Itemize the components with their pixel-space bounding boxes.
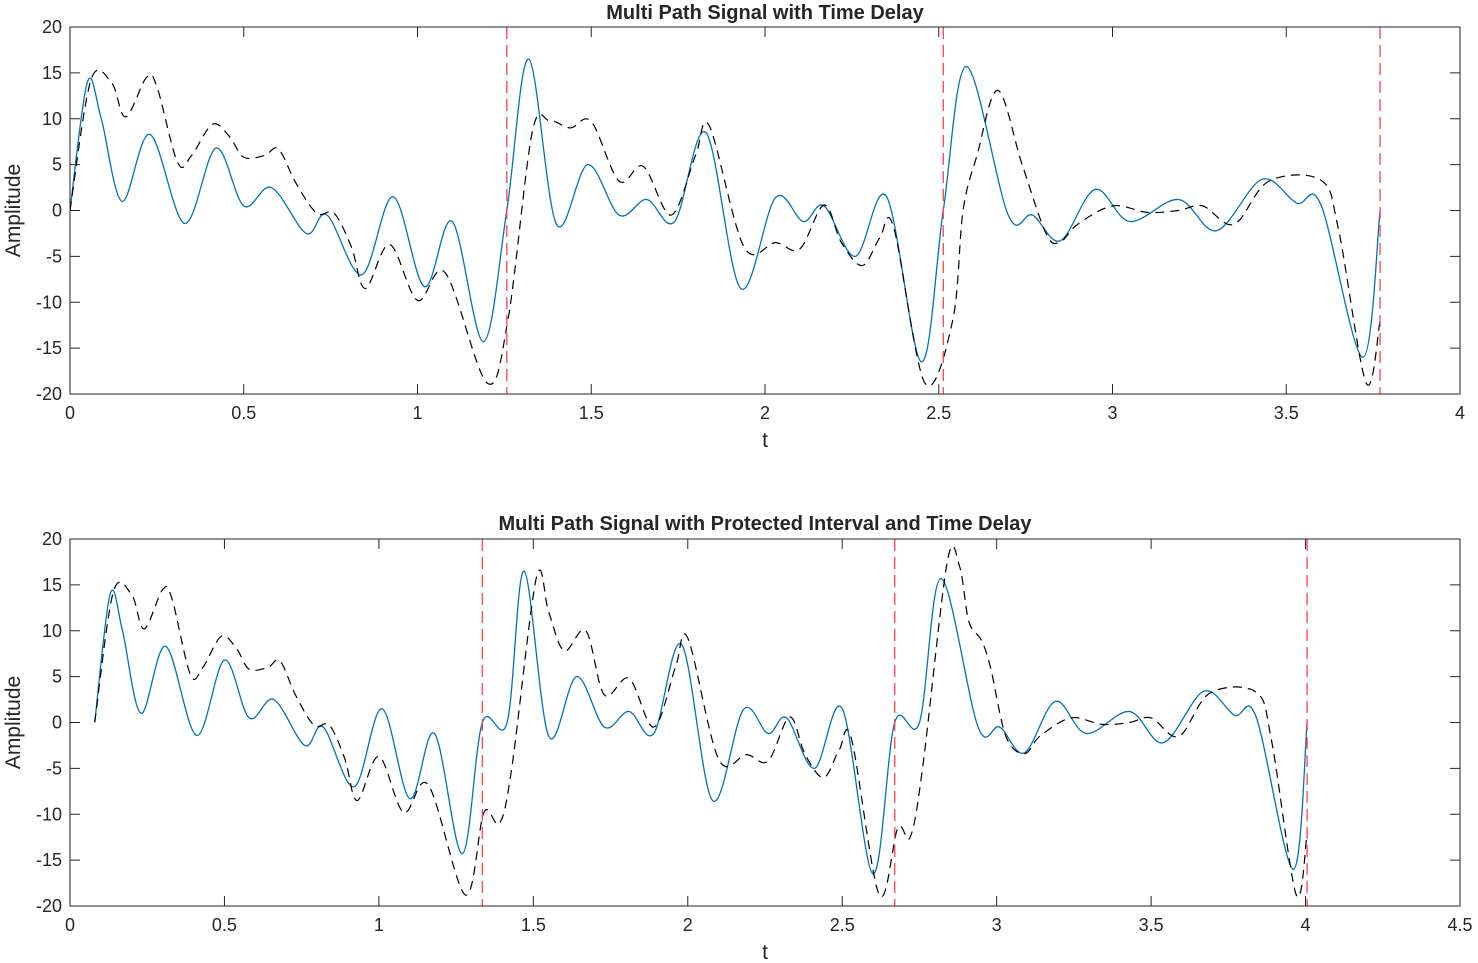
y-tick-label: 20 — [42, 17, 62, 37]
y-tick-label: -5 — [46, 758, 62, 778]
y-axis-label: Amplitude — [2, 164, 25, 257]
y-tick-label: 15 — [42, 575, 62, 595]
x-tick-label: 3 — [992, 915, 1002, 935]
x-tick-label: 4 — [1455, 403, 1465, 423]
tick-labels: 0 0.5 1 1.5 2 2.5 3 3.5 4 4.5 20 15 10 5 0 -5 -10 -15 -20 — [36, 529, 1473, 935]
x-tick-label: 2 — [760, 403, 770, 423]
x-axis-label: t — [762, 429, 768, 452]
x-tick-label: 0.5 — [231, 403, 256, 423]
dashed-series-line — [69, 69, 1381, 387]
axes-box — [69, 538, 1461, 907]
y-tick-label: 20 — [42, 529, 62, 549]
y-tick-label: 10 — [42, 109, 62, 129]
y-tick-label: 5 — [52, 155, 62, 175]
dashed-series-line — [94, 545, 1308, 898]
x-tick-label: 1 — [412, 403, 422, 423]
plot-title: Multi Path Signal with Time Delay — [606, 2, 924, 24]
plot-title: Multi Path Signal with Protected Interva… — [498, 513, 1032, 535]
y-tick-label: -20 — [36, 896, 62, 916]
tick-labels: 0 0.5 1 1.5 2 2.5 3 3.5 4 20 15 10 5 0 -5 -10 -15 -20 — [36, 17, 1465, 423]
x-tick-label: 2.5 — [830, 915, 855, 935]
plot-multi-path-time-delay: Multi Path Signal with Time Delay 0 0.5 1 1… — [2, 2, 1465, 452]
x-tick-label: 4 — [1301, 915, 1311, 935]
y-tick-label: 0 — [52, 201, 62, 221]
data-marks — [94, 539, 1308, 906]
x-tick-label: 1 — [374, 915, 384, 935]
x-tick-label: 0.5 — [212, 915, 237, 935]
data-marks — [69, 27, 1381, 394]
x-tick-label: 0 — [65, 915, 75, 935]
y-tick-label: -15 — [36, 338, 62, 358]
y-tick-label: 5 — [52, 667, 62, 687]
x-tick-label: 4.5 — [1447, 915, 1472, 935]
x-tick-label: 3 — [1107, 403, 1117, 423]
x-tick-label: 3.5 — [1274, 403, 1299, 423]
y-tick-label: 15 — [42, 63, 62, 83]
plot-protected-interval-time-delay: Multi Path Signal with Protected Interva… — [2, 513, 1473, 963]
y-tick-label: -10 — [36, 804, 62, 824]
x-tick-label: 2.5 — [926, 403, 951, 423]
x-tick-label: 2 — [683, 915, 693, 935]
y-tick-label: 10 — [42, 621, 62, 641]
y-axis-label: Amplitude — [2, 676, 25, 769]
x-axis-label: t — [762, 941, 768, 963]
y-tick-label: -5 — [46, 246, 62, 266]
y-tick-label: -20 — [36, 384, 62, 404]
y-tick-label: 0 — [52, 713, 62, 733]
x-tick-label: 1.5 — [579, 403, 604, 423]
solid-series-line — [69, 58, 1381, 363]
y-tick-label: -15 — [36, 850, 62, 870]
x-tick-label: 0 — [65, 403, 75, 423]
x-tick-label: 1.5 — [521, 915, 546, 935]
axes-box — [69, 26, 1461, 395]
x-tick-label: 3.5 — [1139, 915, 1164, 935]
solid-series-line — [94, 570, 1308, 875]
y-tick-label: -10 — [36, 292, 62, 312]
